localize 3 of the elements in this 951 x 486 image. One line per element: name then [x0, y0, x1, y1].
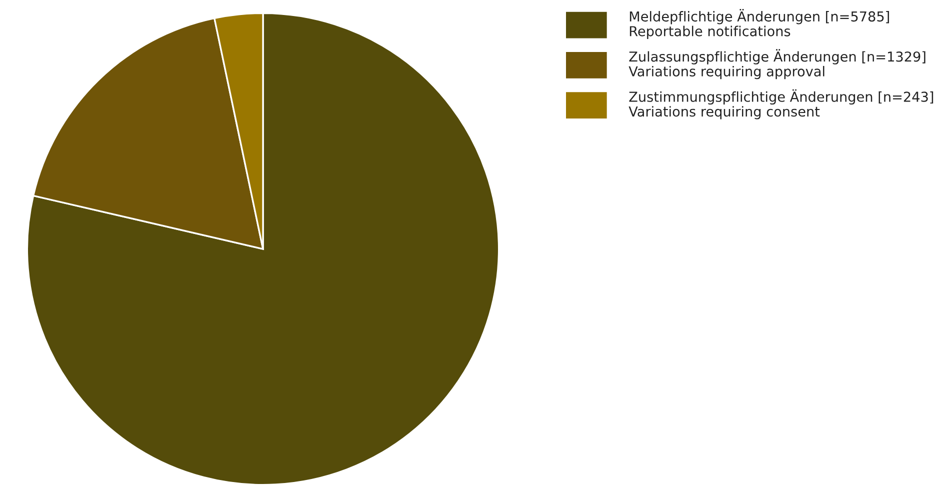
- legend-label: Zustimmungspflichtige Änderungen [n=243] Variations requiring consent: [628, 89, 934, 120]
- legend-label: Meldepflichtige Änderungen [n=5785] Reportable notifications: [630, 9, 889, 39]
- legend-label: Zulassungspflichtige Änderungen [n=1329] Variations requiring approval: [628, 49, 926, 80]
